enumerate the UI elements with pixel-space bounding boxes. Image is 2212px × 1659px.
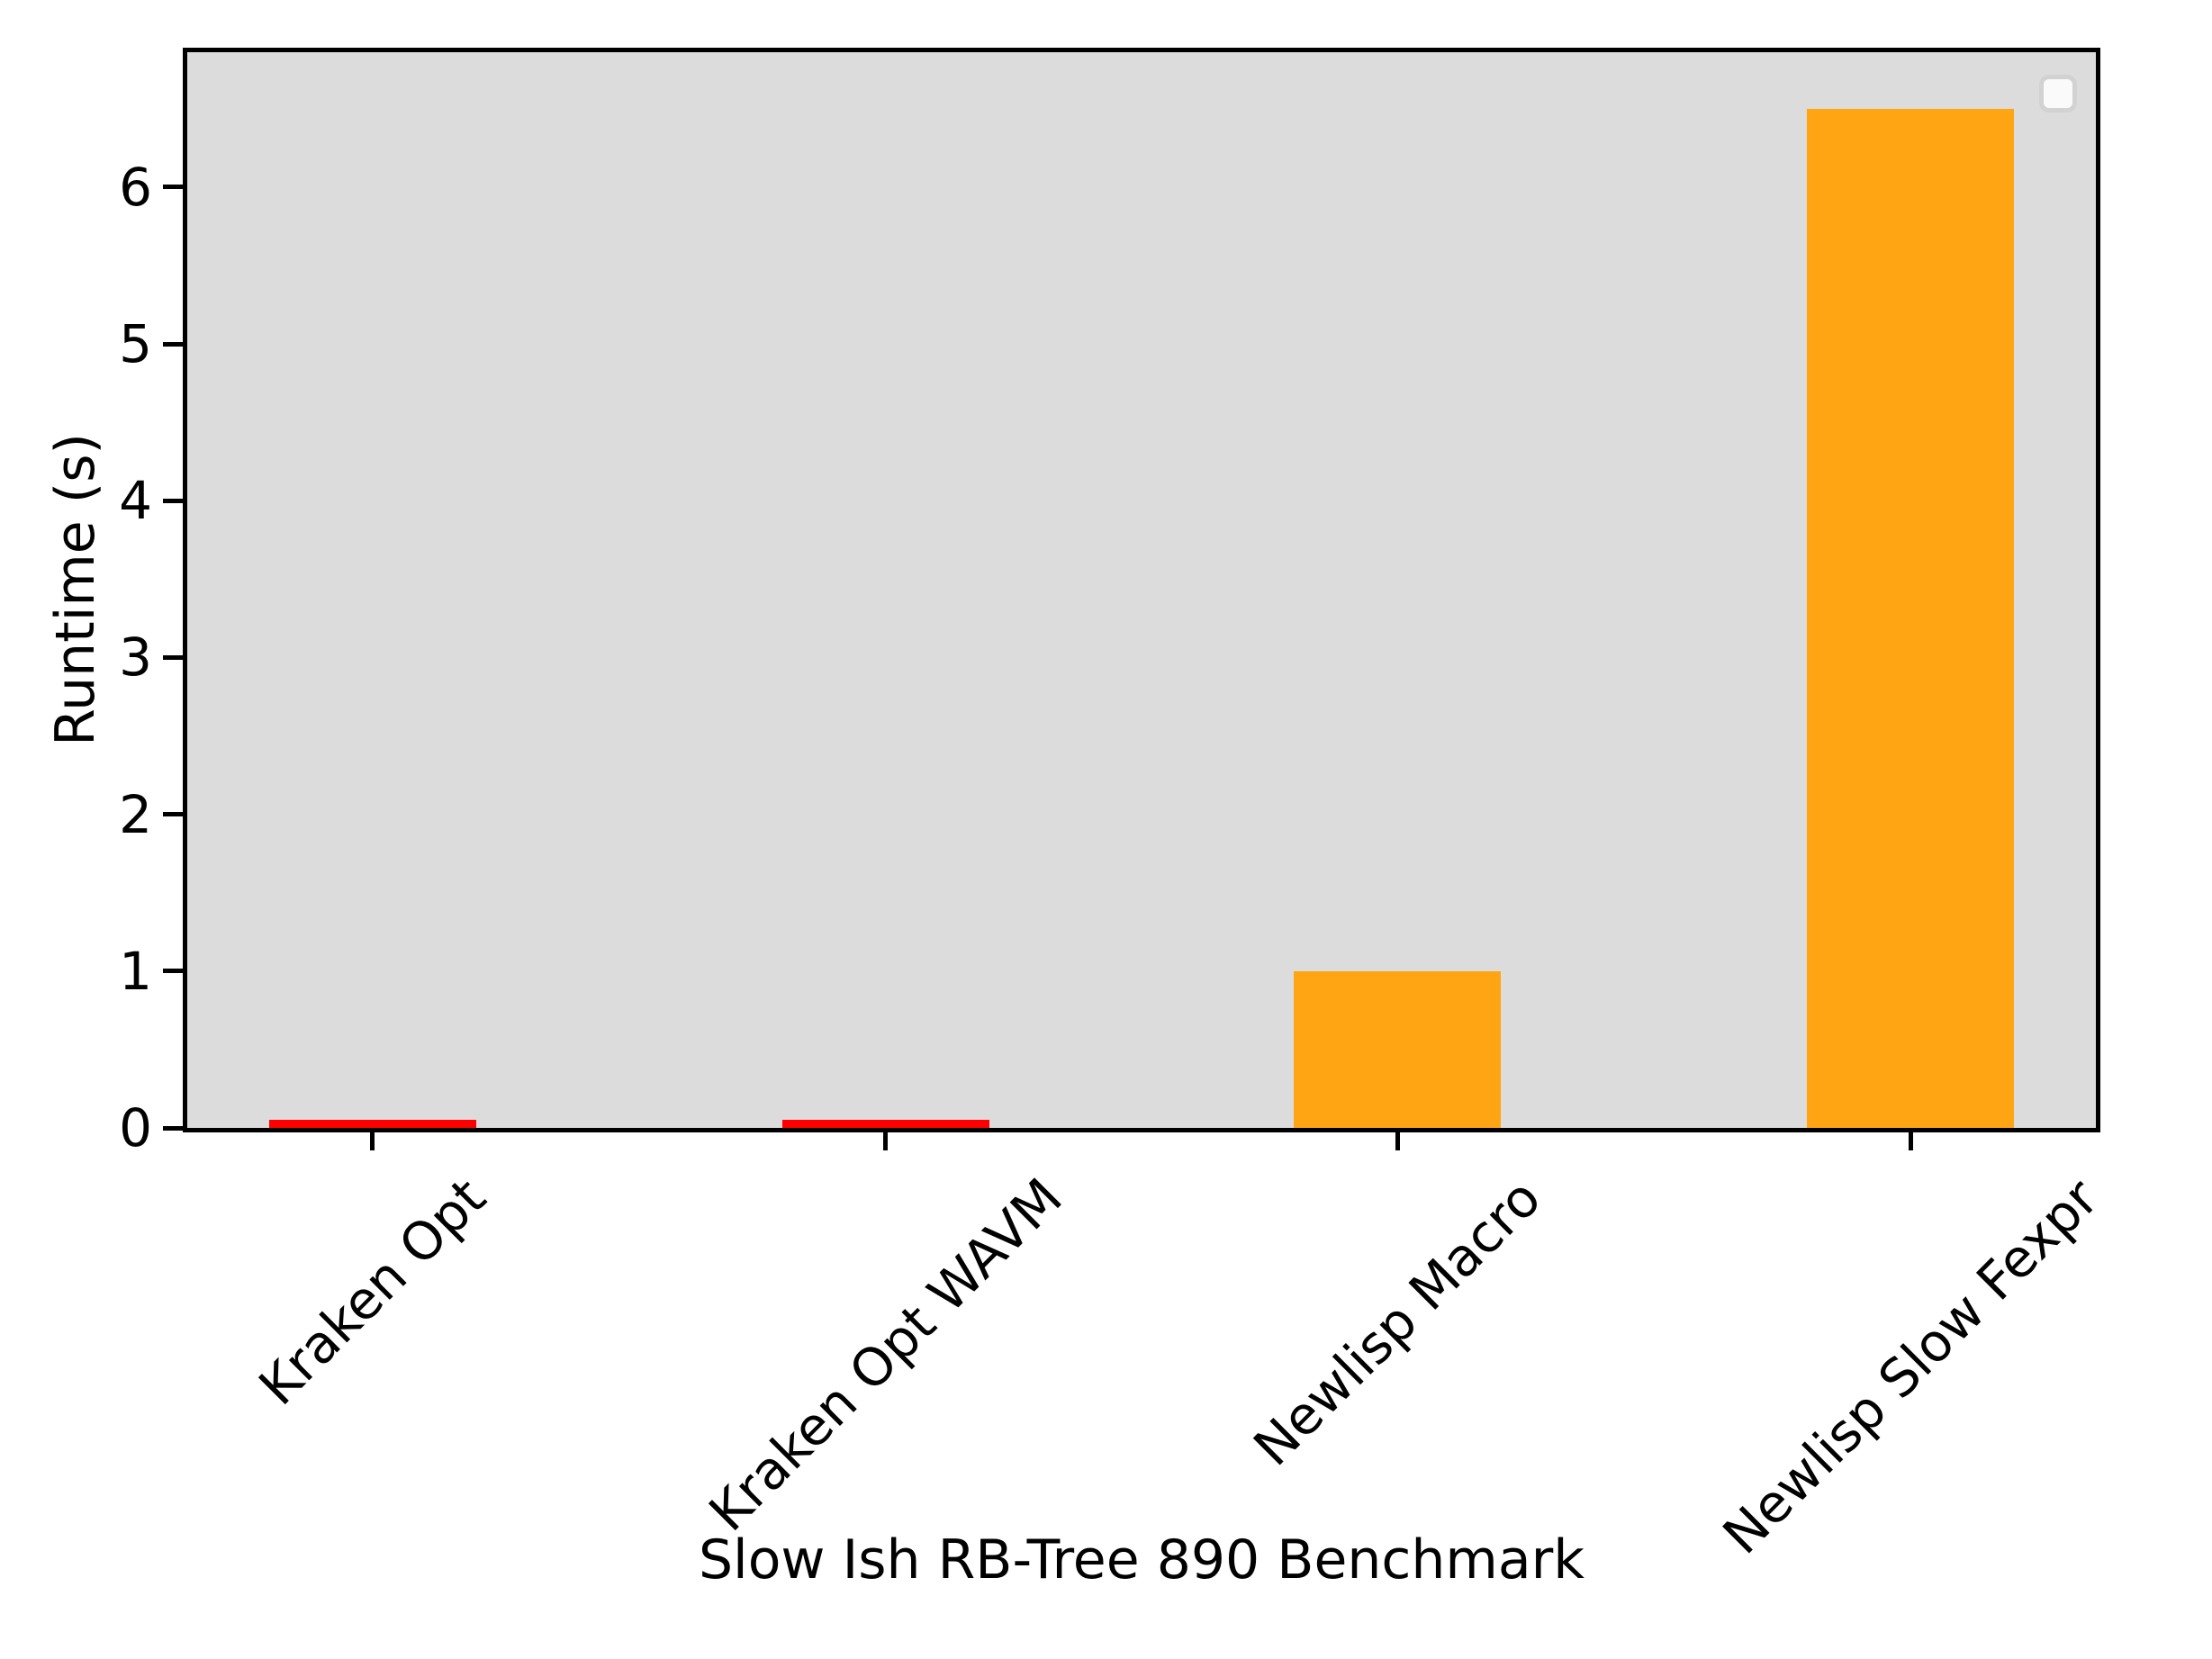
x-tick-mark	[1395, 1132, 1400, 1150]
legend-box-empty	[2039, 75, 2077, 113]
y-tick-mark	[163, 969, 183, 974]
y-tick-label-2: 2	[119, 783, 152, 845]
bar-newlisp-macro	[1294, 971, 1502, 1128]
bar-kraken-opt	[268, 1120, 476, 1128]
x-tick-mark	[883, 1132, 889, 1150]
bar-kraken-opt-wavm	[781, 1120, 989, 1128]
x-axis-label: Slow Ish RB-Tree 890 Benchmark	[698, 1528, 1585, 1591]
bar-newlisp-slow-fexpr	[1807, 109, 2015, 1128]
y-tick-mark	[163, 185, 183, 190]
x-tick-label-newlisp-slow-fexpr: Newlisp Slow Fexpr	[1711, 1167, 2110, 1566]
y-tick-label-6: 6	[119, 156, 152, 218]
y-tick-label-3: 3	[119, 627, 152, 689]
y-tick-label-4: 4	[119, 470, 152, 532]
y-tick-label-0: 0	[119, 1097, 152, 1159]
y-tick-mark	[163, 654, 183, 660]
y-tick-mark	[163, 812, 183, 817]
plot-area	[183, 48, 2100, 1132]
y-tick-mark	[163, 1125, 183, 1131]
x-tick-mark	[1908, 1132, 1913, 1150]
y-tick-label-1: 1	[119, 940, 152, 1002]
x-tick-label-kraken-opt: Kraken Opt	[247, 1167, 498, 1418]
x-tick-label-newlisp-macro: Newlisp Macro	[1241, 1167, 1553, 1478]
y-tick-mark	[163, 341, 183, 347]
x-tick-label-kraken-opt-wavm: Kraken Opt WAVM	[698, 1167, 1075, 1544]
y-tick-mark	[163, 498, 183, 503]
y-tick-label-5: 5	[119, 313, 152, 374]
x-tick-mark	[370, 1132, 375, 1150]
